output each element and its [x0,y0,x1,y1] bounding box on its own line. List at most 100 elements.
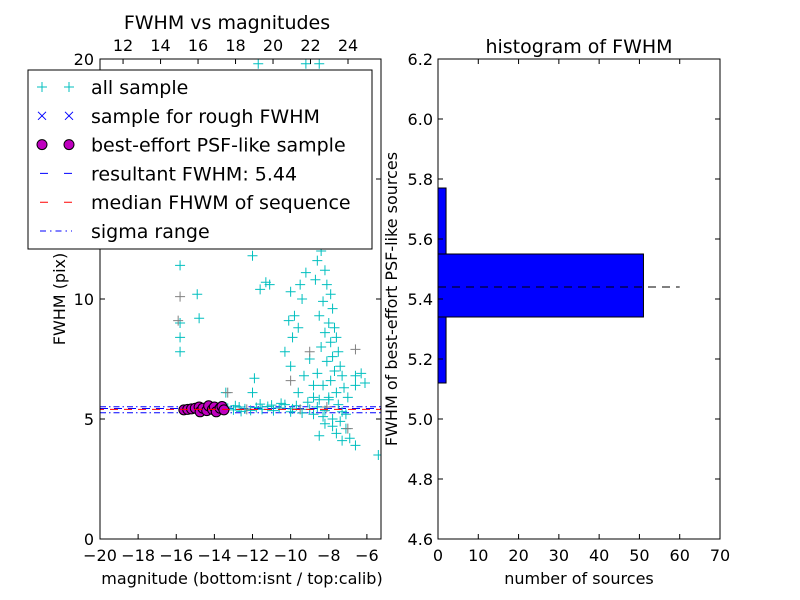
data-point [337,435,348,446]
data-point [293,387,304,398]
data-point [318,411,329,422]
data-point [327,414,338,424]
x-tick-label: −20 [83,546,117,565]
data-point [323,392,334,403]
data-point [342,392,353,403]
legend-label: all sample [91,77,188,99]
left-x-axis-label: magnitude (bottom:isnt / top:calib) [101,569,382,588]
data-point [329,322,340,333]
circle-marker-icon [36,139,48,151]
data-point [373,450,381,460]
data-point [321,279,332,290]
top-x-tick-label: 12 [113,36,133,55]
y-tick-label: 5.2 [408,350,433,369]
x-tick-label: 70 [710,546,730,565]
y-tick-label: 6.0 [408,110,433,129]
y-tick-label: 4.8 [408,470,433,489]
data-point [268,405,279,416]
data-point [295,279,306,290]
data-point [173,315,184,326]
x-marker-icon [64,111,74,121]
y-tick-label: 20 [74,50,94,69]
data-point [314,394,325,405]
y-tick-label: 0 [84,530,94,549]
data-point [329,366,340,376]
data-point [314,310,325,321]
data-point [333,399,344,410]
legend-label: sigma range [91,221,210,243]
x-tick-label: −10 [274,546,308,565]
top-x-tick-label: 24 [338,36,358,55]
data-point [194,313,205,324]
plus-marker-icon [64,82,74,92]
x-tick-label: 20 [508,546,528,565]
x-tick-label: 0 [433,546,443,565]
data-point [297,294,308,304]
data-point [249,373,260,384]
data-point [283,315,294,326]
legend-label: sample for rough FWHM [91,106,320,128]
legend-entry: resultant FWHM: 5.44 [40,163,297,185]
data-point [319,327,330,338]
x-tick-label: −12 [236,546,270,565]
data-point [325,375,336,386]
x-tick-label: 10 [468,546,488,565]
data-point [335,416,346,427]
data-point [304,346,315,357]
legend-entry: all sample [37,77,188,99]
data-point [222,387,233,398]
data-point [319,265,330,276]
data-point [316,342,327,352]
data-point [300,267,311,278]
histogram-bar [437,316,447,384]
data-point [327,303,338,314]
x-tick-label: −6 [355,546,379,565]
data-point [318,380,329,391]
data-point [312,368,323,379]
data-point [321,402,332,412]
legend-label: resultant FWHM: 5.44 [91,163,297,185]
data-point [350,370,361,381]
y-tick-label: 5 [84,410,94,429]
data-point [308,392,319,403]
data-point [342,423,353,434]
top-x-tick-label: 20 [263,36,283,55]
y-tick-label: 5.8 [408,170,433,189]
data-point [339,382,350,393]
legend-box [27,69,373,250]
circle-marker-icon [63,139,75,151]
data-point [312,402,323,412]
y-tick-label: 6.2 [408,50,433,69]
data-point [314,59,325,69]
legend-entry: best-effort PSF-like sample [36,135,346,157]
data-point [298,370,309,381]
data-point [247,387,258,398]
legend: all sample sample for rough FWHM best-effo… [27,69,373,250]
data-point [350,440,361,451]
data-point [344,433,355,444]
right-y-axis-label: FWHM of best-effort PSF-like sources [382,152,401,446]
histogram-bar [437,253,644,318]
right-x-axis-label: number of sources [504,569,654,588]
x-tick-label: 50 [629,546,649,565]
data-point [331,428,342,439]
data-point [300,59,311,69]
data-point [340,409,351,420]
data-point [274,402,285,413]
data-point [285,375,296,386]
top-x-tick-label: 16 [188,36,208,55]
data-point [276,398,287,409]
x-tick-label: −18 [121,546,155,565]
histogram-plot: 0 10 20 30 40 50 60 70 4.6 4.8 5.0 5.2 5.4 5.6 5.8 6.0 6… [408,50,731,565]
data-point [310,274,321,285]
data-point [325,289,336,300]
data-point [285,286,296,297]
legend-entry: sample for rough FWHM [37,106,320,128]
data-point [230,400,241,411]
data-point [318,296,329,307]
data-point [289,310,300,321]
data-point [319,418,330,429]
plus-marker-icon [37,82,47,92]
y-tick-label: 5.6 [408,230,433,249]
data-point [236,406,247,417]
